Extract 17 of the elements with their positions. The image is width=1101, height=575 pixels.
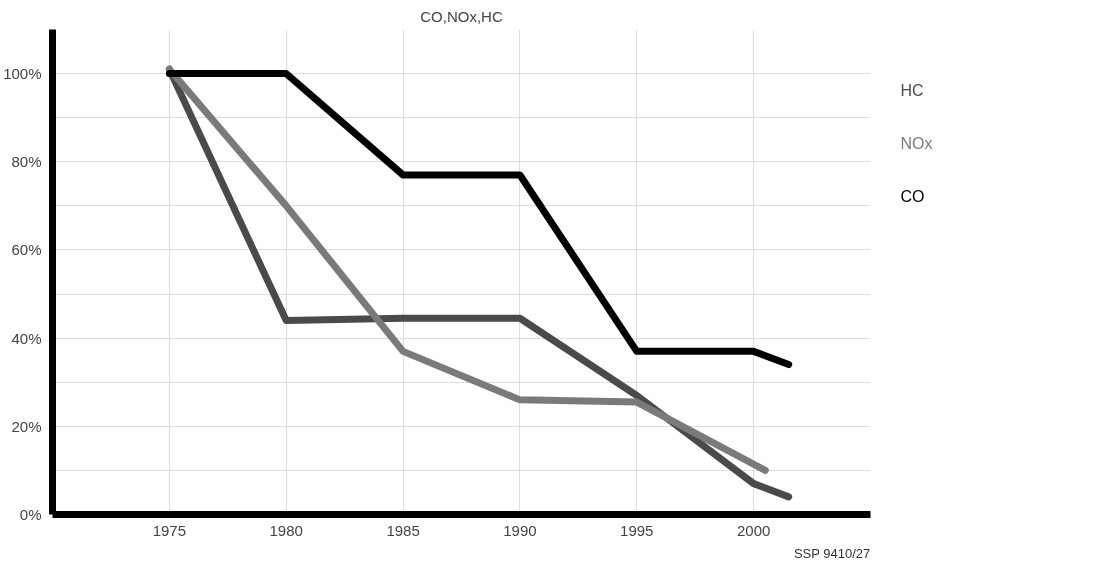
x-tick-label: 1995	[620, 521, 654, 539]
y-tick-label: 40%	[11, 329, 42, 347]
text: HC	[900, 81, 924, 99]
y-tick-label: 20%	[11, 417, 42, 435]
y-tick-label: 100%	[3, 65, 42, 83]
text: SSP 9410/27	[793, 545, 871, 561]
y-tick-label: 60%	[11, 241, 42, 259]
x-tick-label: 1975	[152, 521, 187, 539]
chart-title: CO,NOx,HC	[420, 7, 503, 25]
x-tick-label: 2000	[736, 521, 771, 539]
x-tick-label: 1990	[503, 521, 537, 539]
x-tick-label: 1980	[269, 521, 303, 539]
text: NOx	[900, 134, 933, 152]
x-tick-label: 1985	[386, 521, 420, 539]
text: CO	[900, 188, 925, 206]
y-tick-label: 80%	[11, 153, 42, 171]
y-tick-label: 0%	[19, 506, 42, 523]
